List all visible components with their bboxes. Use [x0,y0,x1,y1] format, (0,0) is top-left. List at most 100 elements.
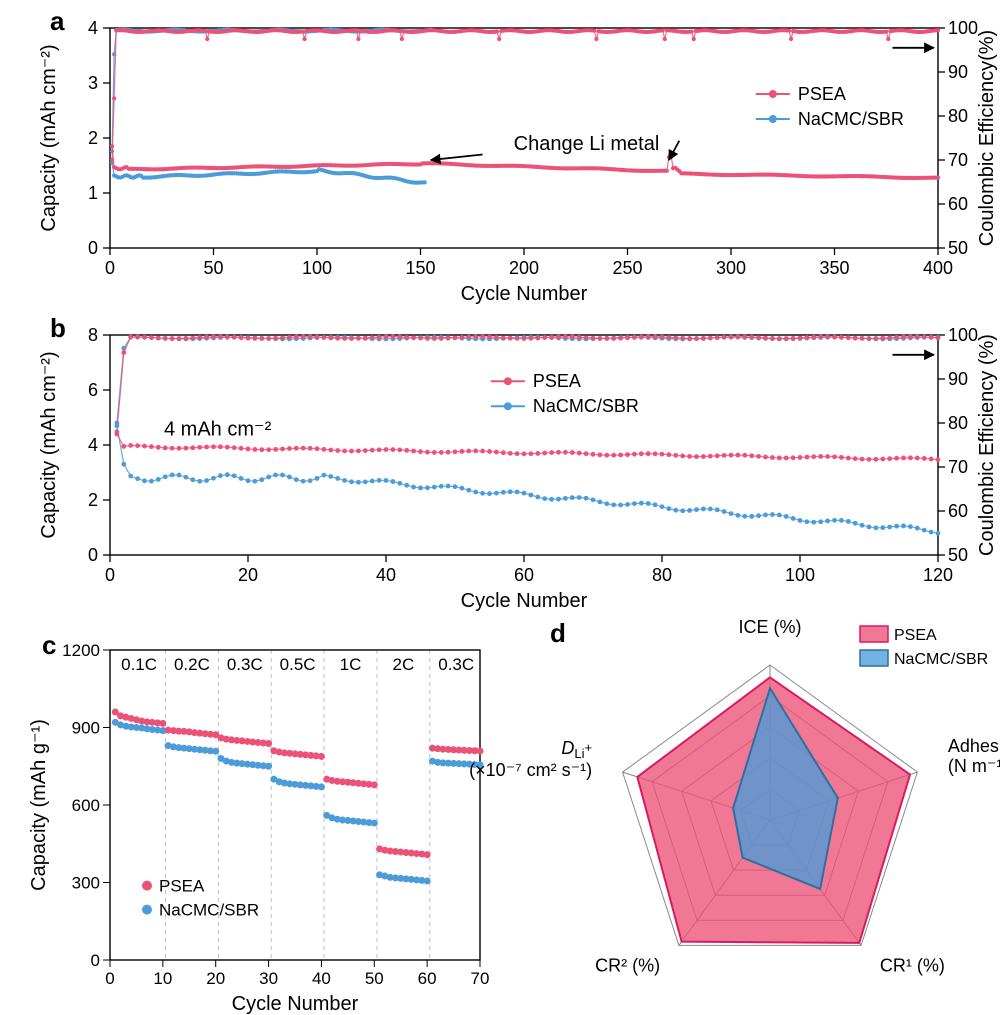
x-tick-label: 80 [652,565,672,585]
x-tick-label: 100 [785,565,815,585]
x-tick-label: 0 [105,969,114,988]
x-tick-label: 50 [365,969,384,988]
radar-axis-label: CR¹ (%) [880,955,945,975]
panel-letter: c [42,630,56,660]
x-tick-label: 30 [259,969,278,988]
anno-arrow [431,155,483,161]
figure-svg: 0501001502002503003504000123450607080901… [0,0,1000,1015]
legend-label: NaCMC/SBR [533,396,639,416]
x-axis-label: Cycle Number [461,283,588,305]
rate-label: 0.3C [227,655,263,674]
yR-tick-label: 80 [948,413,968,433]
yR-tick-label: 60 [948,501,968,521]
legend-marker [769,115,777,123]
yL-tick-label: 0 [88,238,98,258]
yL-tick-label: 4 [88,18,98,38]
yR-tick-label: 70 [948,150,968,170]
y-tick-label: 0 [91,951,100,970]
yR-tick-label: 100 [948,18,978,38]
yR-tick-label: 50 [948,238,968,258]
series-nacmc_ce [110,28,433,154]
legend-label: NaCMC/SBR [894,651,988,668]
x-tick-label: 70 [471,969,490,988]
series-nacmc [112,719,484,885]
yR-axis-label: Coulombic Efficiency(%) [976,30,998,246]
legend-swatch [860,626,888,642]
yL-tick-label: 4 [88,435,98,455]
yL-tick-label: 2 [88,490,98,510]
series-nacmc_ce [115,335,941,426]
x-tick-label: 10 [153,969,172,988]
legend-swatch [860,650,888,666]
x-tick-label: 350 [819,258,849,278]
y-tick-label: 600 [72,796,100,815]
radar-axis-label: DLi+ [561,738,592,761]
yL-tick-label: 2 [88,128,98,148]
rate-label: 0.5C [280,655,316,674]
yL-tick-label: 8 [88,325,98,345]
yR-axis-label: Coulombic Efficiency (%) [976,334,998,556]
anno-arrow [669,141,679,160]
legend-label: PSEA [159,877,205,896]
radar-axis-label: CR² (%) [595,955,660,975]
legend-marker [142,881,152,891]
rate-label: 2C [392,655,414,674]
x-tick-label: 20 [206,969,225,988]
y-tick-label: 1200 [62,641,100,660]
yL-axis-label: Capacity (mAh cm⁻²) [38,351,60,538]
x-tick-label: 0 [105,258,115,278]
legend-label: NaCMC/SBR [798,109,904,129]
y-tick-label: 300 [72,874,100,893]
yR-tick-label: 80 [948,106,968,126]
figure-stage: { "colors": { "psea": "#ec5277", "nacmc"… [0,0,1000,1015]
x-tick-label: 20 [238,565,258,585]
legend-marker [142,905,152,915]
annotation-4mah: 4 mAh cm⁻² [164,418,272,440]
yR-tick-label: 60 [948,194,968,214]
legend-marker [504,377,512,385]
y-axis-label: Capacity (mAh g⁻¹) [28,719,50,891]
radar-axis-label: (×10⁻⁷ cm² s⁻¹) [469,760,592,780]
y-tick-label: 900 [72,719,100,738]
yR-tick-label: 90 [948,369,968,389]
x-tick-label: 40 [376,565,396,585]
yL-tick-label: 1 [88,183,98,203]
radar-axis-label: Adhesion [948,736,1000,756]
x-tick-label: 60 [418,969,437,988]
x-tick-label: 300 [716,258,746,278]
legend-label: NaCMC/SBR [159,901,259,920]
x-tick-label: 120 [923,565,953,585]
rate-label: 0.1C [121,655,157,674]
yR-tick-label: 50 [948,545,968,565]
x-tick-label: 150 [405,258,435,278]
x-tick-label: 60 [514,565,534,585]
x-tick-label: 200 [509,258,539,278]
annotation-change-li: Change Li metal [514,133,660,155]
x-tick-label: 100 [302,258,332,278]
x-tick-label: 400 [923,258,953,278]
x-axis-label: Cycle Number [461,590,588,612]
x-tick-label: 40 [312,969,331,988]
x-tick-label: 0 [105,565,115,585]
yL-tick-label: 3 [88,73,98,93]
rate-label: 0.2C [174,655,210,674]
radar-axis-label: ICE (%) [739,617,802,637]
x-tick-label: 50 [203,258,223,278]
x-axis-label: Cycle Number [232,993,359,1015]
rate-label: 0.3C [438,655,474,674]
rate-label: 1C [340,655,362,674]
legend-marker [769,90,777,98]
legend-marker [504,402,512,410]
yR-tick-label: 70 [948,457,968,477]
yL-tick-label: 0 [88,545,98,565]
yL-axis-label: Capacity (mAh cm⁻²) [38,44,60,231]
legend-label: PSEA [798,84,846,104]
radar-axis-label: (N m⁻¹) [948,756,1000,776]
x-tick-label: 250 [612,258,642,278]
yR-tick-label: 90 [948,62,968,82]
legend-label: PSEA [894,627,937,644]
panel-letter: d [550,618,566,648]
yR-tick-label: 100 [948,325,978,345]
panel-letter: a [50,6,65,36]
legend-label: PSEA [533,371,581,391]
